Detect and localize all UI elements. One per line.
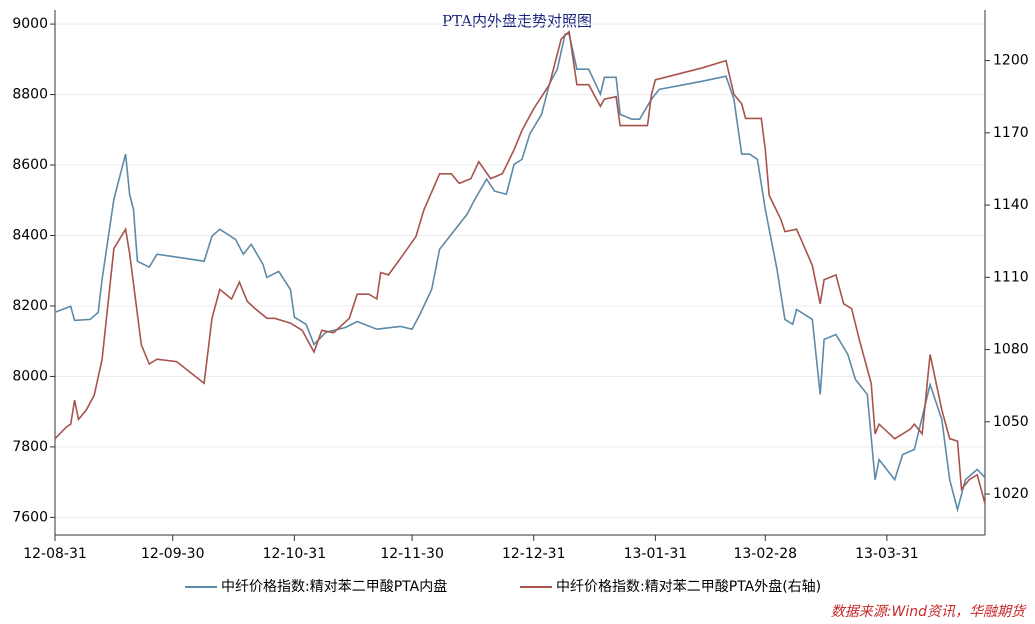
series-line (54, 30, 986, 504)
x-tick-label: 13-02-28 (733, 546, 797, 562)
x-tick-label: 12-11-30 (380, 546, 444, 562)
y-tick-label: 8400 (12, 228, 48, 244)
source-note: 数据来源:Wind资讯，华融期货 (831, 604, 1027, 620)
chart-title: PTA内外盘走势对照图 (442, 12, 592, 30)
y-tick-label: 7600 (12, 509, 48, 525)
y2-tick-label: 1080 (993, 342, 1029, 358)
x-tick-label: 13-01-31 (624, 546, 688, 562)
legend-label: 中纤价格指数:精对苯二甲酸PTA内盘 (221, 578, 447, 595)
x-tick-label: 12-08-31 (23, 546, 87, 562)
x-tick-label: 12-10-31 (263, 546, 327, 562)
y2-tick-label: 1110 (993, 269, 1029, 285)
y-tick-label: 9000 (12, 16, 48, 32)
legend-label: 中纤价格指数:精对苯二甲酸PTA外盘(右轴) (556, 578, 821, 595)
y2-tick-label: 1170 (993, 125, 1029, 141)
x-tick-label: 13-03-31 (855, 546, 919, 562)
series-line (54, 33, 986, 513)
y-tick-label: 7800 (12, 439, 48, 455)
y-tick-label: 8600 (12, 157, 48, 173)
y2-tick-label: 1140 (993, 197, 1029, 213)
y2-tick-label: 1020 (993, 486, 1029, 502)
y-tick-label: 8000 (12, 368, 48, 384)
y2-tick-label: 1200 (993, 53, 1029, 69)
y2-tick-label: 1050 (993, 414, 1029, 430)
y-tick-label: 8200 (12, 298, 48, 314)
x-tick-label: 12-12-31 (502, 546, 566, 562)
x-tick-label: 12-09-30 (141, 546, 205, 562)
y-tick-label: 8800 (12, 87, 48, 103)
